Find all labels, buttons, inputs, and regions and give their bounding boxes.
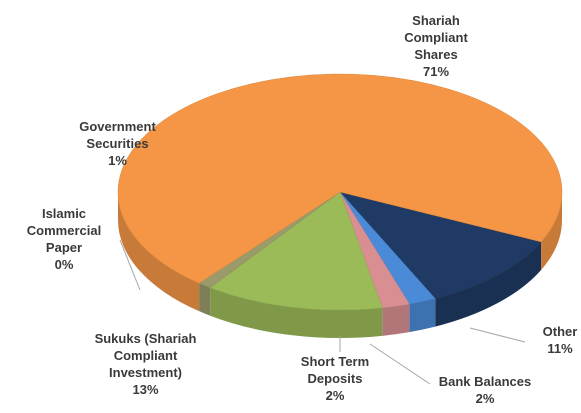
pie-slice xyxy=(209,191,383,311)
category-label: Short Term Deposits xyxy=(300,354,370,386)
leader-line xyxy=(469,327,526,343)
pie-side xyxy=(541,192,562,270)
leader-line xyxy=(119,239,141,291)
pie-side xyxy=(199,283,211,316)
category-label: Bank Balances xyxy=(438,374,532,389)
data-label: Shariah Compliant Shares 71% xyxy=(392,12,480,80)
pie-side xyxy=(382,304,410,336)
value-label: 71% xyxy=(422,64,450,79)
category-label: Government Securities xyxy=(79,119,156,151)
value-label: 1% xyxy=(108,153,127,168)
category-label: Sukuks (Shariah Compliant Investment) xyxy=(94,331,197,380)
value-label: 0% xyxy=(54,257,74,272)
pie-sides xyxy=(118,192,562,338)
leader-lines xyxy=(119,239,526,385)
data-label: Short Term Deposits 2% xyxy=(290,353,380,404)
leader-line xyxy=(369,343,431,385)
category-label: Islamic Commercial Paper xyxy=(26,206,102,255)
pie-side xyxy=(409,298,436,333)
value-label: 2% xyxy=(325,388,345,403)
data-label: Government Securities 1% xyxy=(65,118,170,169)
pie-side xyxy=(118,192,200,312)
data-label: Other 11% xyxy=(530,323,581,357)
pie-slice xyxy=(117,73,563,284)
data-label: Islamic Commercial Paper 0% xyxy=(18,205,110,273)
data-label: Sukuks (Shariah Compliant Investment) 13% xyxy=(78,330,213,398)
data-label: Bank Balances 2% xyxy=(425,373,545,407)
pie-side xyxy=(210,287,383,338)
value-label: 11% xyxy=(547,341,573,356)
pie-tops xyxy=(117,73,563,311)
pie-slice xyxy=(339,191,542,299)
value-label: 13% xyxy=(132,382,159,397)
category-label: Other xyxy=(542,324,578,339)
pie-side xyxy=(435,241,542,327)
value-label: 2% xyxy=(475,391,495,406)
category-label: Shariah Compliant Shares xyxy=(404,13,468,62)
